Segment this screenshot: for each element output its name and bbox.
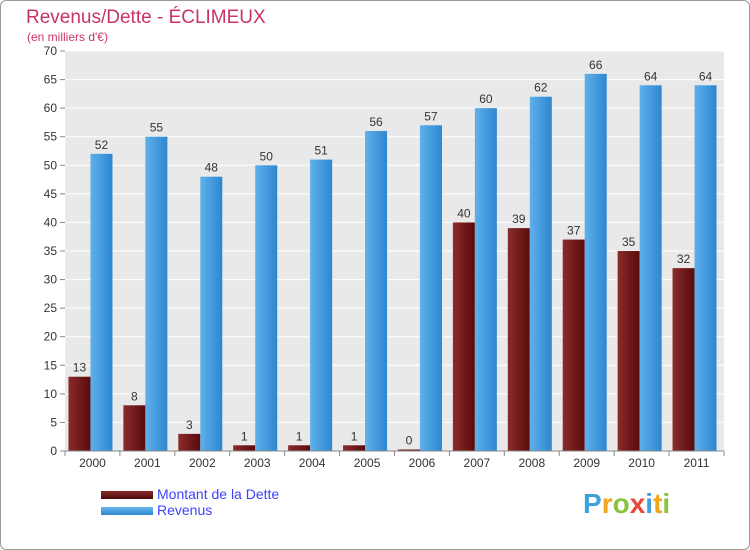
- logo-letter: i: [662, 488, 671, 519]
- logo-letter: P: [583, 488, 602, 519]
- x-tick-label: 2008: [518, 456, 545, 470]
- bar-dette: [507, 228, 530, 451]
- proxiti-logo: Proxiti: [583, 488, 670, 520]
- data-label-revenus: 55: [150, 121, 164, 135]
- bar-revenus: [145, 136, 168, 451]
- data-label-revenus: 60: [479, 92, 493, 106]
- bar-revenus: [90, 153, 113, 451]
- x-tick-label: 2006: [409, 456, 436, 470]
- legend-label-dette: Montant de la Dette: [157, 486, 280, 502]
- y-tick-label: 60: [44, 101, 58, 115]
- data-label-dette: 40: [457, 206, 471, 220]
- data-label-revenus: 51: [314, 144, 328, 158]
- y-tick-label: 0: [50, 444, 57, 458]
- data-label-revenus: 56: [369, 115, 383, 129]
- data-label-dette: 37: [567, 224, 581, 238]
- bar-dette: [672, 268, 695, 451]
- data-label-revenus: 62: [534, 81, 548, 95]
- data-label-revenus: 52: [95, 138, 109, 152]
- data-label-dette: 1: [351, 429, 358, 443]
- bar-dette: [397, 449, 420, 451]
- y-axis-ticks: 0 5 10 15 20 25 30 35 40 45 50 55 60 65 70: [44, 44, 65, 458]
- legend-label-revenus: Revenus: [157, 502, 213, 518]
- x-tick-label: 2011: [684, 456, 710, 470]
- bar-dette: [178, 433, 201, 451]
- bar-dette: [288, 445, 311, 451]
- y-tick-label: 35: [44, 244, 58, 258]
- data-label-revenus: 64: [644, 69, 658, 83]
- chart-title: Revenus/Dette - ÉCLIMEUX: [26, 7, 266, 28]
- x-tick-label: 2005: [354, 456, 381, 470]
- y-tick-label: 5: [50, 415, 57, 429]
- y-tick-label: 40: [44, 215, 58, 229]
- y-tick-label: 25: [44, 301, 58, 315]
- y-tick-label: 70: [44, 44, 58, 58]
- bar-revenus: [529, 96, 552, 451]
- bar-revenus: [639, 85, 662, 452]
- data-label-revenus: 66: [589, 58, 603, 72]
- data-label-dette: 35: [622, 235, 636, 249]
- data-label-dette: 3: [186, 418, 193, 432]
- bar-revenus: [365, 131, 388, 451]
- bars: 13 52 8 55 3 48 1 50 1 51 1 56 0 57 40 60 39 62 37 66 35 64 32…: [68, 58, 717, 452]
- data-label-dette: 32: [677, 252, 691, 266]
- x-tick-label: 2000: [79, 456, 106, 470]
- logo-letter: t: [653, 488, 663, 519]
- logo-letter: o: [612, 488, 630, 519]
- y-tick-label: 20: [44, 330, 58, 344]
- y-tick-label: 45: [44, 187, 58, 201]
- bar-dette: [123, 405, 146, 451]
- data-label-dette: 39: [512, 212, 526, 226]
- bar-dette: [233, 445, 256, 451]
- x-tick-label: 2007: [464, 456, 491, 470]
- y-tick-label: 15: [44, 358, 58, 372]
- x-tick-label: 2009: [573, 456, 600, 470]
- chart-subtitle: (en milliers d'€): [27, 30, 108, 44]
- data-label-dette: 1: [241, 429, 248, 443]
- x-tick-label: 2003: [244, 456, 271, 470]
- x-tick-label: 2010: [628, 456, 655, 470]
- legend-swatch-dette: [101, 491, 153, 499]
- y-tick-label: 55: [44, 130, 58, 144]
- bar-dette: [343, 445, 366, 451]
- bar-revenus: [419, 125, 442, 452]
- bar-dette: [68, 376, 91, 451]
- y-tick-label: 10: [44, 387, 58, 401]
- data-label-dette: 13: [73, 361, 87, 375]
- logo-letter: x: [629, 488, 646, 519]
- x-tick-label: 2002: [189, 456, 216, 470]
- bar-dette: [617, 251, 640, 451]
- data-label-dette: 8: [131, 389, 138, 403]
- bar-revenus: [694, 85, 717, 452]
- bar-dette: [562, 239, 585, 451]
- x-tick-label: 2004: [299, 456, 326, 470]
- data-label-revenus: 57: [424, 109, 438, 123]
- data-label-revenus: 50: [260, 149, 274, 163]
- y-tick-label: 50: [44, 158, 58, 172]
- grid-lines: [65, 50, 724, 423]
- bar-dette: [452, 222, 475, 451]
- bar-revenus: [474, 108, 497, 452]
- data-label-dette: 0: [406, 434, 413, 448]
- y-tick-label: 65: [44, 73, 58, 87]
- bar-revenus: [584, 73, 607, 451]
- logo-letter: r: [601, 488, 613, 519]
- data-label-revenus: 64: [699, 69, 713, 83]
- x-tick-label: 2001: [134, 456, 161, 470]
- x-axis-ticks: 2000 2001 2002 2003 2004 2005 2006 2007 2008 2009…: [64, 451, 725, 470]
- bar-revenus: [310, 159, 333, 452]
- data-label-revenus: 48: [205, 161, 219, 175]
- logo-letter: i: [645, 488, 654, 519]
- legend-swatch-revenus: [101, 507, 153, 515]
- y-tick-label: 30: [44, 273, 58, 287]
- bar-revenus: [255, 165, 278, 452]
- data-label-dette: 1: [296, 429, 303, 443]
- bar-revenus: [200, 176, 223, 451]
